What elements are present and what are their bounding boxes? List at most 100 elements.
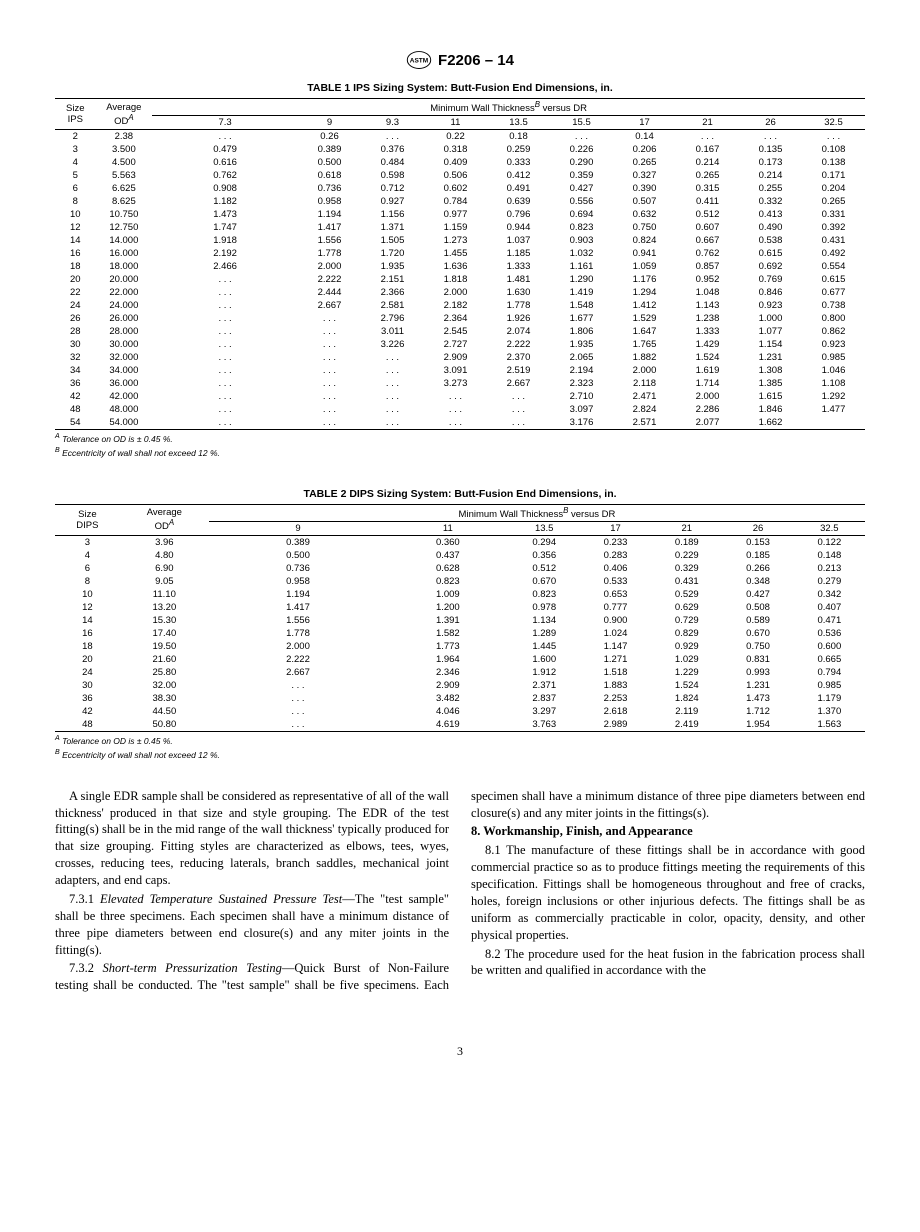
cell: 0.431 [651,575,722,588]
cell: 0.929 [651,640,722,653]
cell: 34.000 [96,364,153,377]
cell: 2.077 [676,416,739,430]
cell: 0.185 [722,549,793,562]
cell: 2.581 [361,299,424,312]
cell: 0.327 [613,169,676,182]
astm-logo-icon: ASTM [406,50,432,70]
cell: 0.279 [794,575,865,588]
cell: 0.348 [722,575,793,588]
cell: 0.265 [802,195,865,208]
cell: 1.529 [613,312,676,325]
cell: 2.727 [424,338,487,351]
cell: . . . [424,416,487,430]
cell: 34 [55,364,96,377]
cell: 3.011 [361,325,424,338]
cell: 2.371 [509,679,580,692]
table-row: 3232.000. . .. . .. . .2.9092.3702.0651.… [55,351,865,364]
cell: 1.290 [550,273,613,286]
cell: 0.512 [676,208,739,221]
cell: 2.471 [613,390,676,403]
cell: 1.720 [361,247,424,260]
dr-head: 9 [209,521,387,535]
dr-head: 13.5 [509,521,580,535]
cell: 1.024 [580,627,651,640]
table-row: 4848.000. . .. . .. . .. . .. . .3.0972.… [55,403,865,416]
table1-title: TABLE 1 IPS Sizing System: Butt-Fusion E… [55,82,865,94]
cell: 0.908 [152,182,298,195]
cell: 2.118 [613,377,676,390]
cell: 0.153 [722,535,793,549]
table-row: 5454.000. . .. . .. . .. . .. . .3.1762.… [55,416,865,430]
cell: 6 [55,562,120,575]
cell: 0.985 [802,351,865,364]
cell: 0.941 [613,247,676,260]
cell: 42 [55,390,96,403]
cell: 1.412 [613,299,676,312]
cell: 6 [55,182,96,195]
table-row: 3638.30. . .3.4822.8372.2531.8241.4731.1… [55,692,865,705]
cell: 2.710 [550,390,613,403]
cell: 2.151 [361,273,424,286]
cell: 48.000 [96,403,153,416]
table-row: 4850.80. . .4.6193.7632.9892.4191.9541.5… [55,718,865,732]
cell: 1.636 [424,260,487,273]
cell: 0.538 [739,234,802,247]
cell: 14 [55,614,120,627]
cell: 26 [55,312,96,325]
cell: 15.30 [120,614,209,627]
cell: 1.964 [387,653,509,666]
cell: . . . [361,416,424,430]
cell: 0.533 [580,575,651,588]
cell: 3.273 [424,377,487,390]
cell: 1.147 [580,640,651,653]
cell: 1.926 [487,312,550,325]
cell: 2.466 [152,260,298,273]
cell: 1.455 [424,247,487,260]
cell: 2.519 [487,364,550,377]
cell: . . . [487,390,550,403]
cell: 1.185 [487,247,550,260]
cell: 1.556 [298,234,361,247]
cell: 1.000 [739,312,802,325]
cell: 1.229 [651,666,722,679]
cell: 1.524 [651,679,722,692]
cell: 0.903 [550,234,613,247]
cell: 0.507 [613,195,676,208]
cell: 0.342 [794,588,865,601]
cell: 26.000 [96,312,153,325]
cell: . . . [298,377,361,390]
cell: 0.214 [739,169,802,182]
cell: 0.512 [509,562,580,575]
cell: 2.837 [509,692,580,705]
table-row: 2222.000. . .2.4442.3662.0001.6301.4191.… [55,286,865,299]
cell: 0.529 [651,588,722,601]
table-row: 33.960.3890.3600.2940.2330.1890.1530.122 [55,535,865,549]
cell: 1.935 [550,338,613,351]
cell: . . . [361,377,424,390]
document-header: ASTM F2206 – 14 [55,50,865,70]
table-row: 1818.0002.4662.0001.9351.6361.3331.1611.… [55,260,865,273]
cell: 0.677 [802,286,865,299]
table-row: 66.900.7360.6280.5120.4060.3290.2660.213 [55,562,865,575]
cell: 6.625 [96,182,153,195]
cell: . . . [152,130,298,144]
cell: 50.80 [120,718,209,732]
cell: 0.492 [802,247,865,260]
cell: . . . [550,130,613,144]
cell: 32.000 [96,351,153,364]
table-row: 66.6250.9080.7360.7120.6020.4910.4270.39… [55,182,865,195]
cell: 19.50 [120,640,209,653]
cell: 24.000 [96,299,153,312]
cell: 2.38 [96,130,153,144]
table-row: 3030.000. . .. . .3.2262.7272.2221.9351.… [55,338,865,351]
cell: . . . [739,130,802,144]
cell: 1.662 [739,416,802,430]
cell: 0.173 [739,156,802,169]
cell: 0.283 [580,549,651,562]
cell: 0.406 [580,562,651,575]
cell: . . . [152,286,298,299]
cell: 0.665 [794,653,865,666]
table-row: 22.38. . .0.26. . .0.220.18. . .0.14. . … [55,130,865,144]
cell: 0.750 [722,640,793,653]
cell: 2.065 [550,351,613,364]
